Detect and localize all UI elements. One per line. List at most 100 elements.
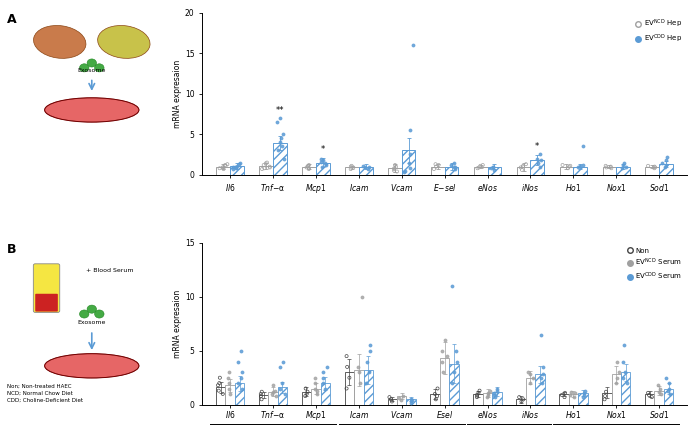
Bar: [407, 399, 416, 405]
Bar: [388, 168, 402, 175]
Point: [472, 165, 483, 172]
Point: [403, 159, 414, 166]
Point: [318, 157, 329, 164]
Point: [491, 385, 502, 392]
Point: [364, 163, 375, 170]
Circle shape: [94, 64, 104, 72]
Point: [522, 369, 533, 376]
Point: [234, 159, 245, 166]
Point: [317, 380, 328, 386]
Point: [228, 163, 239, 170]
Point: [535, 331, 546, 338]
Point: [272, 147, 283, 154]
Point: [275, 115, 286, 121]
Point: [577, 161, 589, 168]
Bar: [216, 387, 226, 405]
Point: [617, 161, 628, 168]
Point: [228, 166, 239, 173]
Point: [317, 369, 328, 376]
Point: [405, 165, 416, 172]
Point: [267, 382, 278, 389]
Point: [223, 385, 235, 392]
Point: [577, 394, 589, 400]
Point: [356, 294, 367, 300]
Point: [610, 380, 621, 386]
Point: [618, 342, 629, 349]
Point: [433, 161, 444, 168]
Point: [532, 155, 543, 162]
Text: Exosome: Exosome: [78, 68, 106, 73]
Bar: [492, 392, 502, 405]
Point: [276, 135, 287, 142]
Point: [557, 161, 568, 168]
Point: [491, 387, 502, 394]
Point: [222, 161, 233, 167]
Point: [484, 387, 496, 394]
Bar: [316, 163, 330, 175]
FancyBboxPatch shape: [33, 264, 60, 312]
Point: [384, 394, 395, 400]
Point: [406, 398, 417, 405]
Bar: [559, 394, 568, 405]
Point: [225, 391, 236, 397]
Point: [600, 393, 611, 400]
Bar: [397, 396, 407, 405]
Circle shape: [80, 64, 89, 72]
Point: [230, 165, 242, 172]
Bar: [260, 166, 273, 175]
Bar: [440, 358, 449, 405]
Bar: [530, 160, 544, 175]
Point: [217, 164, 228, 171]
Point: [618, 358, 629, 365]
Point: [348, 164, 359, 171]
Bar: [645, 394, 654, 405]
Bar: [483, 393, 492, 405]
Point: [341, 385, 352, 392]
Point: [399, 169, 410, 176]
Point: [537, 363, 548, 370]
Point: [220, 162, 231, 169]
Point: [230, 164, 241, 171]
Point: [475, 162, 486, 169]
Point: [650, 164, 661, 171]
Point: [232, 358, 244, 365]
Point: [662, 387, 673, 394]
Point: [643, 389, 654, 396]
Point: [259, 165, 270, 172]
Point: [407, 397, 418, 404]
Bar: [449, 364, 459, 405]
Point: [646, 394, 657, 400]
Point: [489, 389, 500, 396]
Point: [257, 166, 268, 173]
Point: [354, 380, 365, 386]
Point: [487, 163, 498, 170]
Text: + Blood Serum: + Blood Serum: [86, 268, 134, 273]
Point: [276, 143, 287, 150]
Point: [487, 164, 498, 171]
Point: [303, 162, 314, 169]
Point: [489, 167, 500, 173]
Bar: [573, 167, 587, 175]
Point: [430, 396, 441, 403]
Bar: [259, 395, 269, 405]
Point: [236, 347, 247, 354]
Point: [451, 347, 462, 354]
Bar: [217, 167, 230, 175]
Legend: EV$\mathregular{^{NCD}}$ Hep, EV$\mathregular{^{CDD}}$ Hep: EV$\mathregular{^{NCD}}$ Hep, EV$\mathre…: [634, 16, 684, 46]
Point: [441, 353, 452, 360]
Point: [389, 167, 400, 174]
Point: [232, 380, 244, 386]
Point: [566, 389, 577, 395]
Bar: [359, 167, 373, 175]
Point: [430, 163, 441, 170]
Point: [256, 389, 267, 395]
Point: [315, 155, 326, 162]
Point: [361, 380, 372, 386]
Point: [432, 385, 443, 392]
Point: [362, 166, 373, 173]
Point: [275, 363, 286, 370]
Point: [477, 161, 489, 168]
Bar: [578, 393, 588, 405]
Point: [217, 391, 228, 397]
Legend: Non, EV$\mathregular{^{NCD}}$ Serum, EV$\mathregular{^{CDD}}$ Serum: Non, EV$\mathregular{^{NCD}}$ Serum, EV$…: [625, 246, 684, 283]
